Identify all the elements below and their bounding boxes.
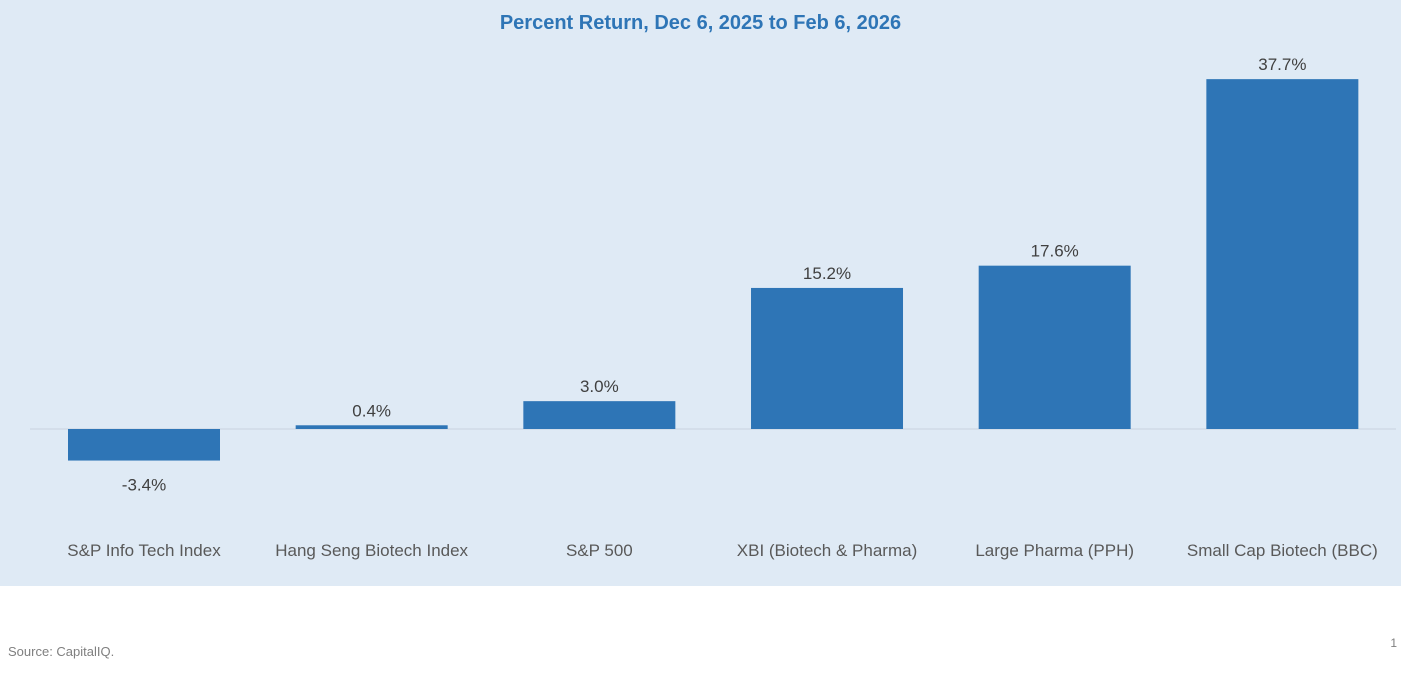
bar [295,425,448,429]
data-label: -3.4% [122,476,166,495]
page-number: 1 [1390,636,1397,650]
category-label: Large Pharma (PPH) [975,541,1134,560]
bar-chart: -3.4% S&P Info Tech Index 0.4% Hang Seng Bi… [30,55,1396,560]
bar [751,287,904,429]
category-label: Hang Seng Biotech Index [275,541,468,560]
category-label: Small Cap Biotech (BBC) [1187,541,1378,560]
bar [978,265,1131,429]
category-label: S&P 500 [566,541,633,560]
data-label: 0.4% [352,401,391,420]
data-label: 17.6% [1031,242,1079,261]
category-label: S&P Info Tech Index [67,541,221,560]
data-label: 37.7% [1258,55,1306,74]
source-note: Source: CapitalIQ. [8,644,115,659]
data-label: 3.0% [580,377,619,396]
chart-title: Percent Return, Dec 6, 2025 to Feb 6, 20… [499,12,902,34]
bar [68,429,220,461]
bar [523,401,676,429]
category-label: XBI (Biotech & Pharma) [737,541,917,560]
bar [1206,79,1359,430]
chart-panel: Percent Return, Dec 6, 2025 to Feb 6, 20… [0,0,1401,586]
data-label: 15.2% [803,264,851,283]
